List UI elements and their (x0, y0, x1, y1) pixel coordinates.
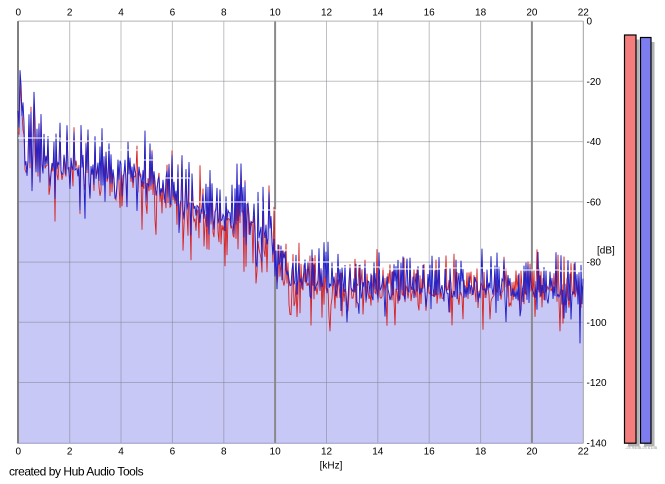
svg-text:-20: -20 (587, 77, 602, 88)
svg-text:[kHz]: [kHz] (320, 461, 343, 472)
svg-text:-100: -100 (587, 318, 607, 329)
svg-text:16: 16 (424, 447, 436, 458)
svg-text:18: 18 (475, 447, 487, 458)
svg-text:16: 16 (424, 7, 436, 18)
svg-text:-24.94dB: -24.94dB (625, 445, 642, 450)
svg-text:-140: -140 (587, 438, 607, 449)
svg-text:2: 2 (67, 7, 73, 18)
svg-text:20: 20 (526, 447, 538, 458)
svg-text:2: 2 (67, 447, 73, 458)
svg-text:8: 8 (221, 7, 227, 18)
svg-text:0: 0 (16, 447, 22, 458)
svg-text:14: 14 (372, 7, 384, 18)
svg-text:12: 12 (321, 7, 333, 18)
svg-text:6: 6 (170, 7, 176, 18)
svg-text:10: 10 (270, 7, 282, 18)
svg-text:-80: -80 (587, 258, 602, 269)
svg-text:[dB]: [dB] (597, 246, 615, 257)
svg-text:0: 0 (587, 17, 593, 28)
svg-text:6: 6 (170, 447, 176, 458)
svg-text:-25.61dB: -25.61dB (641, 445, 658, 450)
svg-text:20: 20 (526, 7, 538, 18)
svg-text:-40: -40 (587, 137, 602, 148)
svg-text:22: 22 (578, 7, 590, 18)
svg-text:-120: -120 (587, 378, 607, 389)
svg-text:12: 12 (321, 447, 333, 458)
svg-text:10: 10 (270, 447, 282, 458)
svg-text:8: 8 (221, 447, 227, 458)
svg-text:18: 18 (475, 7, 487, 18)
svg-text:4: 4 (118, 7, 124, 18)
svg-text:4: 4 (118, 447, 124, 458)
svg-text:0: 0 (16, 7, 22, 18)
svg-text:22: 22 (578, 447, 590, 458)
svg-text:14: 14 (372, 447, 384, 458)
svg-text:created by Hub Audio Tools: created by Hub Audio Tools (9, 465, 144, 479)
svg-text:-60: -60 (587, 197, 602, 208)
